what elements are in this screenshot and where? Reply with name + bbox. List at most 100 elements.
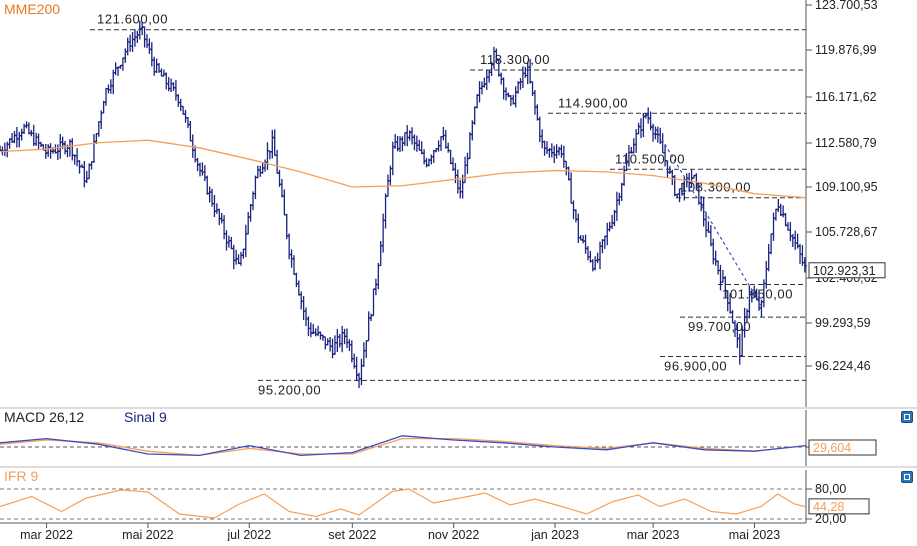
ohlc-bar (566, 166, 571, 181)
ohlc-bar (70, 138, 75, 161)
x-tick-label: jul 2022 (226, 528, 271, 541)
ohlc-bar (706, 221, 711, 233)
ohlc-bar (301, 295, 306, 321)
ohlc-bar (402, 131, 407, 146)
ohlc-bar (316, 325, 321, 337)
macd-title: MACD 26,12 (4, 409, 84, 425)
ohlc-bar (241, 248, 246, 259)
x-tick-label: set 2022 (328, 528, 376, 541)
ohlc-bar (414, 135, 419, 152)
level-label: 121.600,00 (97, 12, 168, 27)
last-price-label: 102.923,31 (813, 264, 876, 278)
macd-signal-label: Sinal 9 (124, 409, 167, 425)
ohlc-bar (275, 149, 280, 174)
ohlc-bar (128, 34, 133, 52)
ohlc-bar (159, 68, 164, 77)
ohlc-bar (619, 182, 624, 202)
ohlc-bar (113, 62, 118, 76)
ohlc-bar (116, 66, 121, 76)
ohlc-bar (308, 322, 313, 338)
y-tick-label: 119.876,99 (815, 43, 877, 57)
ifr-settings-button[interactable] (901, 471, 913, 483)
x-tick-label: mai 2023 (729, 528, 780, 541)
ohlc-bar (595, 252, 600, 264)
y-tick-label: 112.580,79 (815, 136, 877, 150)
ohlc-bar (600, 239, 605, 254)
ohlc-bar (125, 37, 130, 56)
ohlc-bar (185, 116, 190, 129)
ohlc-bar (202, 165, 207, 182)
ohlc-bar (328, 337, 333, 352)
ohlc-bar (369, 313, 374, 322)
ohlc-bar (212, 195, 217, 218)
ohlc-bar (55, 144, 60, 161)
ohlc-bar (400, 136, 405, 152)
trend-line (645, 112, 762, 306)
y-tick-label: 116.171,62 (815, 90, 877, 104)
ohlc-bar (431, 149, 436, 163)
ohlc-bar (207, 186, 212, 203)
ohlc-bar (152, 56, 157, 76)
ohlc-bar (255, 165, 260, 179)
ohlc-bar (320, 334, 325, 341)
ohlc-bar (238, 251, 243, 266)
ohlc-bar (508, 95, 513, 107)
ohlc-bar (581, 235, 586, 244)
ohlc-bar (378, 240, 383, 267)
ohlc-bar (708, 225, 713, 247)
ohlc-bar (82, 160, 87, 188)
ohlc-bar (443, 129, 448, 149)
ohlc-bar (46, 144, 51, 157)
ohlc-bar (523, 66, 528, 78)
ohlc-bar (441, 126, 446, 141)
ohlc-bar (455, 169, 460, 194)
last-price-box (808, 262, 886, 279)
ohlc-bar (513, 86, 518, 108)
ifr-value-label: 44,28 (813, 500, 844, 514)
ohlc-bar (381, 213, 386, 253)
ohlc-bar (294, 272, 299, 288)
ohlc-bar (296, 280, 301, 296)
ohlc-bar (776, 199, 781, 213)
ohlc-bar (479, 81, 484, 95)
ohlc-bar (96, 121, 101, 137)
ohlc-bar (720, 270, 725, 283)
ohlc-bar (788, 222, 793, 242)
ohlc-bar (304, 307, 309, 327)
x-tick-label: nov 2022 (428, 528, 479, 541)
y-tick-label: 105.728,67 (815, 225, 878, 239)
ohlc-bar (366, 311, 371, 342)
ohlc-bar (361, 342, 366, 367)
ohlc-bar (793, 230, 798, 250)
ohlc-bar (43, 143, 48, 159)
ohlc-bar (576, 213, 581, 244)
macd-settings-button[interactable] (901, 411, 913, 423)
ohlc-bar (653, 126, 658, 140)
ohlc-bar (340, 325, 345, 353)
ohlc-bar (766, 243, 771, 272)
ohlc-bar (583, 234, 588, 254)
ohlc-bar (130, 31, 135, 52)
ohlc-bar (410, 127, 415, 145)
ohlc-bar (667, 166, 672, 175)
ohlc-bar (234, 249, 239, 265)
ohlc-bar (590, 259, 595, 272)
ohlc-bar (111, 69, 116, 95)
ohlc-bar (36, 133, 41, 150)
ohlc-bar (282, 189, 287, 216)
ohlc-bar (438, 136, 443, 151)
level-label: 96.900,00 (664, 359, 727, 374)
x-tick-label: mar 2023 (627, 528, 680, 541)
ohlc-bar (246, 212, 251, 235)
ohlc-bar (448, 149, 453, 165)
y-tick-label: 96.224,46 (815, 359, 871, 373)
y-tick-label: 109.100,95 (815, 180, 878, 194)
x-tick-label: jan 2023 (530, 528, 579, 541)
ohlc-bar (58, 134, 63, 159)
ohlc-bar (771, 212, 776, 241)
ohlc-bar (200, 162, 205, 176)
ohlc-bar (484, 69, 489, 90)
ohlc-bar (602, 235, 607, 249)
moving-average-line (0, 139, 807, 199)
